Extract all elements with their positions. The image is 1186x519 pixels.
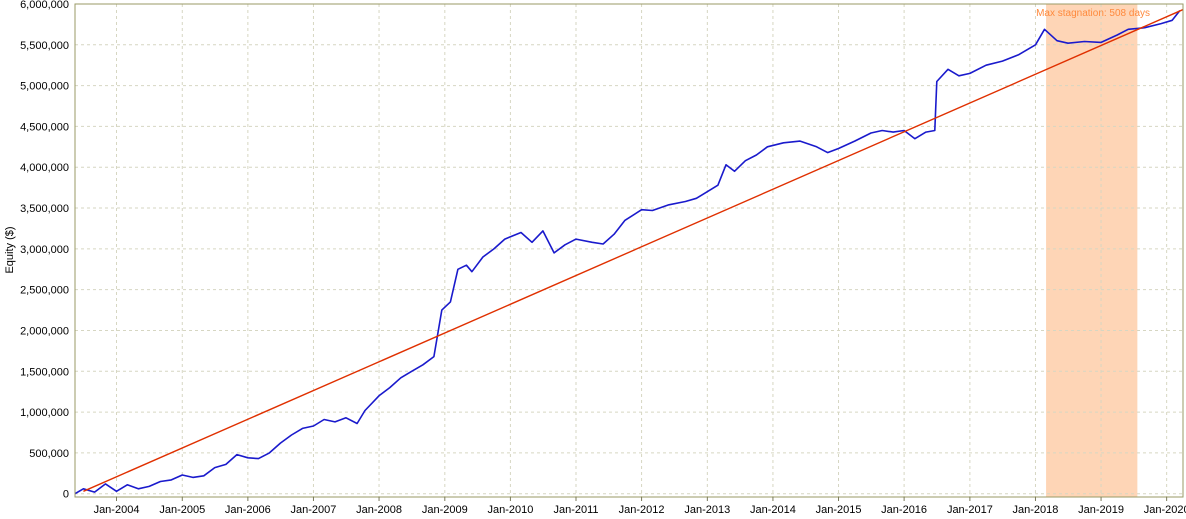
y-tick-label: 3,500,000: [20, 203, 69, 215]
x-tick-label: Jan-2005: [159, 504, 205, 516]
y-tick-label: 1,500,000: [20, 366, 69, 378]
equity-line: [74, 10, 1181, 495]
trend-line: [83, 9, 1184, 492]
stagnation-label: Max stagnation: 508 days: [1036, 8, 1150, 19]
plot-background: [75, 4, 1183, 497]
y-tick-label: 4,000,000: [20, 162, 69, 174]
x-tick-label: Jan-2011: [553, 504, 598, 516]
x-tick-label: Jan-2014: [750, 504, 796, 516]
x-tick-label: Jan-2020: [1144, 504, 1186, 516]
x-tick-label: Jan-2016: [881, 504, 927, 516]
x-tick-label: Jan-2012: [619, 504, 665, 516]
x-tick-label: Jan-2013: [684, 504, 730, 516]
x-tick-label: Jan-2009: [422, 504, 468, 516]
y-tick-label: 6,000,000: [20, 0, 69, 11]
y-tick-label: 2,000,000: [20, 325, 69, 337]
y-tick-label: 3,000,000: [20, 244, 69, 256]
x-tick-label: Jan-2006: [225, 504, 271, 516]
y-axis-title: Equity ($): [4, 226, 16, 273]
x-tick-label: Jan-2017: [947, 504, 993, 516]
plot-frame: [74, 3, 1184, 498]
x-tick-label: Jan-2008: [356, 504, 402, 516]
x-tick-label: Jan-2018: [1013, 504, 1059, 516]
x-tick-label: Jan-2015: [816, 504, 862, 516]
stagnation-band: [1046, 4, 1138, 497]
y-tick-label: 500,000: [29, 448, 69, 460]
x-tick-label: Jan-2007: [291, 504, 337, 516]
x-tick-label: Jan-2010: [487, 504, 533, 516]
y-tick-label: 0: [63, 489, 69, 501]
x-tick-label: Jan-2019: [1078, 504, 1124, 516]
x-tick-label: Jan-2004: [94, 504, 140, 516]
y-tick-label: 4,500,000: [20, 121, 69, 133]
y-tick-label: 1,000,000: [20, 407, 69, 419]
y-tick-label: 2,500,000: [20, 285, 69, 297]
y-tick-label: 5,000,000: [20, 81, 69, 93]
y-tick-label: 5,500,000: [20, 40, 69, 52]
